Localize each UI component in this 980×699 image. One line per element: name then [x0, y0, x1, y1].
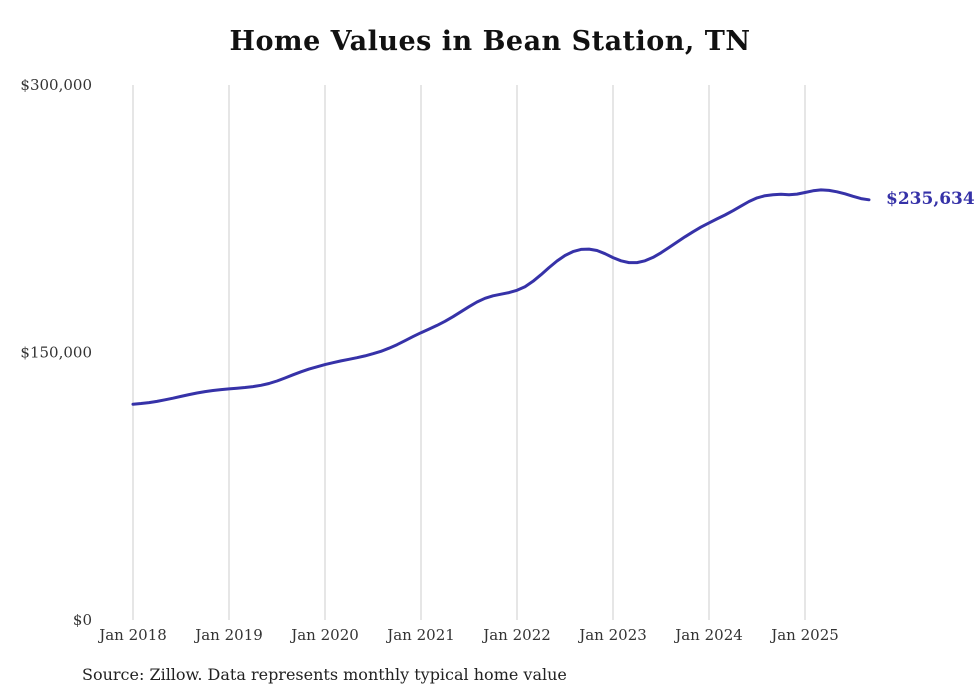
x-axis-tick-label: Jan 2020: [289, 626, 359, 644]
y-axis-tick-label: $0: [73, 611, 92, 629]
x-axis-tick-label: Jan 2019: [193, 626, 263, 644]
home-value-line: [131, 188, 871, 406]
y-axis-tick-label: $150,000: [20, 344, 92, 362]
chart-title: Home Values in Bean Station, TN: [229, 26, 751, 57]
x-axis-tick-label: Jan 2023: [577, 626, 647, 644]
x-axis-tick-label: Jan 2018: [97, 626, 167, 644]
source-note: Source: Zillow. Data represents monthly …: [82, 665, 567, 684]
latest-value-label: $235,634: [886, 189, 975, 209]
x-axis-tick-label: Jan 2025: [769, 626, 839, 644]
x-axis-tick-label: Jan 2024: [673, 626, 743, 644]
y-axis-tick-label: $300,000: [20, 76, 92, 94]
x-axis-tick-label: Jan 2022: [481, 626, 551, 644]
x-axis-tick-label: Jan 2021: [385, 626, 455, 644]
